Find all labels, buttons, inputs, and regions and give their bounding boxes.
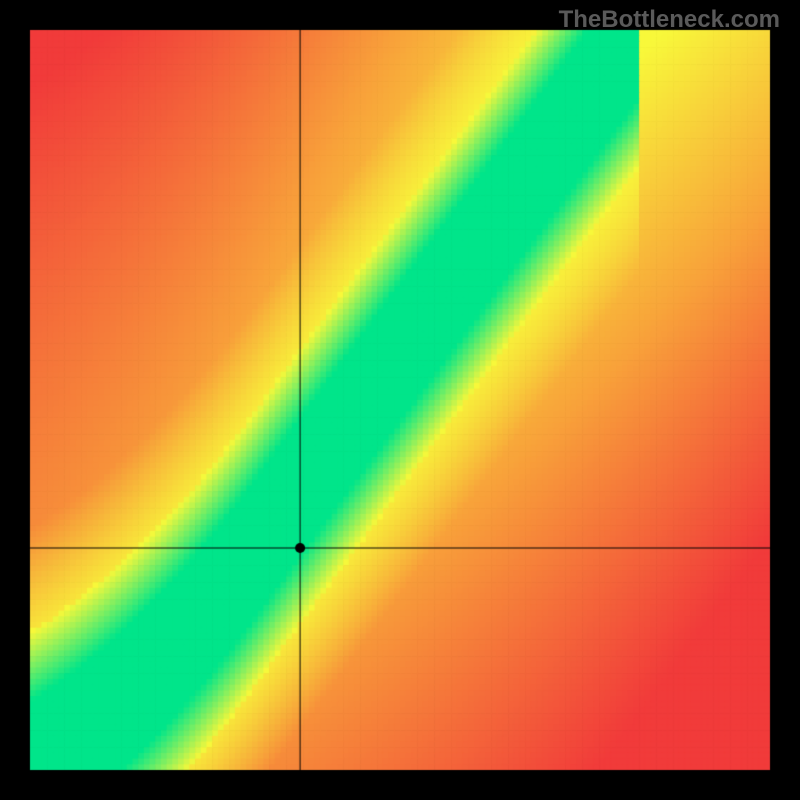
bottleneck-heatmap [0,0,800,800]
watermark-text: TheBottleneck.com [559,6,780,34]
